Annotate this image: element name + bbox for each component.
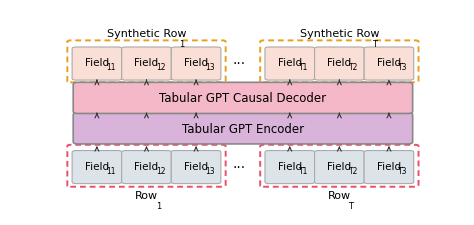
FancyBboxPatch shape: [265, 151, 315, 184]
Text: 11: 11: [106, 63, 116, 72]
Text: 13: 13: [205, 166, 215, 175]
Text: 13: 13: [205, 63, 215, 72]
FancyBboxPatch shape: [122, 151, 171, 184]
FancyBboxPatch shape: [72, 151, 122, 184]
Text: 11: 11: [106, 166, 116, 175]
Text: Field: Field: [135, 58, 159, 68]
Text: T: T: [348, 201, 354, 210]
Text: ···: ···: [233, 56, 246, 70]
Text: 1: 1: [180, 40, 185, 49]
Text: Field: Field: [327, 161, 351, 171]
Text: T1: T1: [299, 63, 309, 72]
Text: T: T: [373, 40, 377, 49]
Text: T3: T3: [398, 166, 408, 175]
Text: Synthetic Row: Synthetic Row: [300, 29, 379, 39]
Text: Field: Field: [85, 58, 109, 68]
Text: Tabular GPT Causal Decoder: Tabular GPT Causal Decoder: [159, 92, 327, 105]
Text: T3: T3: [398, 63, 408, 72]
FancyBboxPatch shape: [265, 48, 315, 81]
Text: Field: Field: [135, 161, 159, 171]
Text: Synthetic Row: Synthetic Row: [107, 29, 186, 39]
Text: 12: 12: [155, 63, 165, 72]
FancyBboxPatch shape: [73, 113, 413, 144]
Text: Field: Field: [377, 161, 401, 171]
Text: 1: 1: [155, 201, 161, 210]
Text: Field: Field: [184, 161, 208, 171]
Text: Field: Field: [278, 161, 302, 171]
Text: ···: ···: [233, 160, 246, 174]
Text: T2: T2: [348, 166, 358, 175]
FancyBboxPatch shape: [122, 48, 171, 81]
FancyBboxPatch shape: [171, 151, 221, 184]
FancyBboxPatch shape: [315, 48, 364, 81]
FancyBboxPatch shape: [73, 83, 413, 114]
Text: Tabular GPT Encoder: Tabular GPT Encoder: [182, 122, 304, 135]
FancyBboxPatch shape: [315, 151, 364, 184]
Text: Row: Row: [328, 190, 351, 200]
Text: Field: Field: [184, 58, 208, 68]
FancyBboxPatch shape: [171, 48, 221, 81]
Text: 12: 12: [155, 166, 165, 175]
Text: Field: Field: [377, 58, 401, 68]
Text: Field: Field: [327, 58, 351, 68]
Text: Field: Field: [85, 161, 109, 171]
Text: Field: Field: [278, 58, 302, 68]
FancyBboxPatch shape: [72, 48, 122, 81]
FancyBboxPatch shape: [364, 151, 414, 184]
Text: T2: T2: [348, 63, 358, 72]
Text: Row: Row: [135, 190, 158, 200]
Text: T1: T1: [299, 166, 309, 175]
FancyBboxPatch shape: [364, 48, 414, 81]
